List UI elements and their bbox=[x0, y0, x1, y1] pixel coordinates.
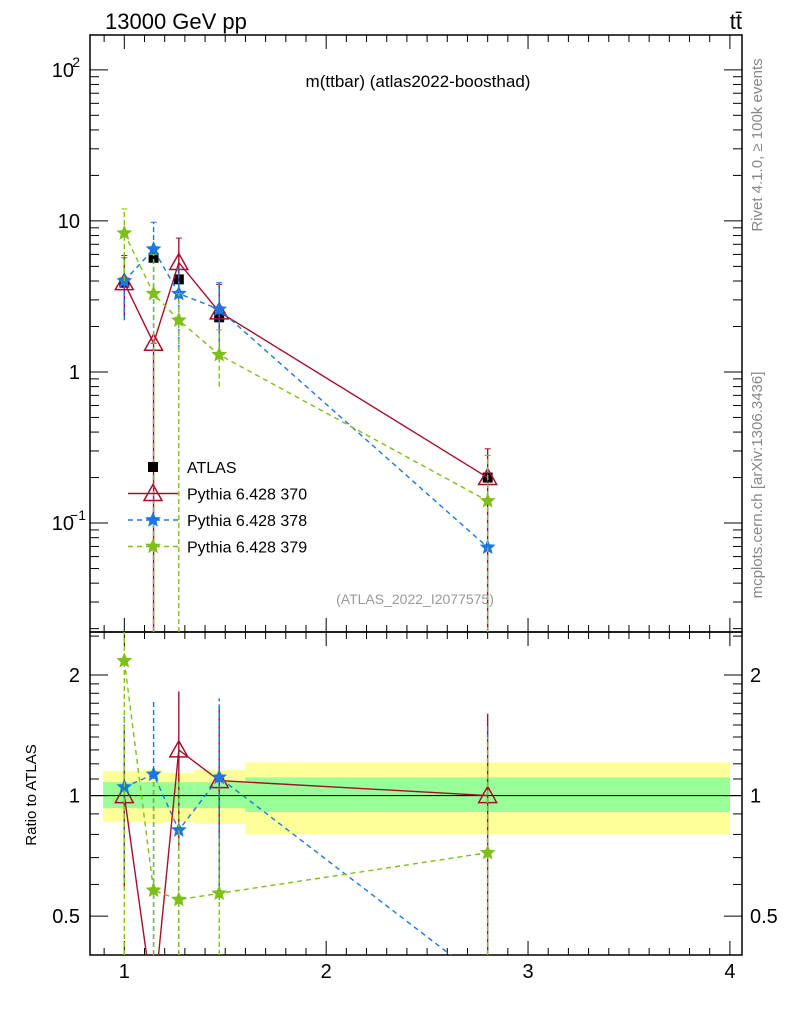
x-tick-label: 4 bbox=[724, 961, 735, 983]
ratio-y-tick-label: 1 bbox=[69, 786, 80, 808]
y-tick-label: 10 bbox=[52, 60, 74, 82]
legend-label: ATLAS bbox=[187, 460, 237, 477]
y-tick-label-exponent: 2 bbox=[72, 54, 80, 70]
energy-label: 13000 GeV pp bbox=[105, 9, 247, 34]
series-2-point bbox=[170, 285, 187, 301]
series-1-point bbox=[208, 301, 230, 320]
legend-label: Pythia 6.428 370 bbox=[187, 487, 307, 504]
process-label: tt̄ bbox=[730, 9, 742, 34]
ratio-ylabel: Ratio to ATLAS bbox=[23, 744, 40, 845]
x-tick-label: 1 bbox=[119, 961, 130, 983]
ratio-series-2-point bbox=[170, 891, 187, 907]
series-3-point bbox=[211, 346, 228, 362]
legend-label: Pythia 6.428 379 bbox=[187, 540, 307, 557]
ratio-series-0-point bbox=[168, 739, 190, 758]
legend-label: Pythia 6.428 378 bbox=[187, 513, 307, 530]
ratio-y-tick-label: 1 bbox=[750, 786, 761, 808]
series-3-point bbox=[479, 492, 496, 508]
series-3-point bbox=[116, 224, 133, 240]
rivet-label: Rivet 4.1.0, ≥ 100k events bbox=[749, 58, 766, 231]
chart-title: m(ttbar) (atlas2022-boosthad) bbox=[306, 72, 531, 91]
x-tick-label: 3 bbox=[522, 961, 533, 983]
series-1-point bbox=[114, 272, 135, 291]
ratio-y-tick-label: 2 bbox=[69, 665, 80, 687]
ratio-y-tick-label: 0.5 bbox=[52, 906, 80, 928]
ratio-series-2-line bbox=[123, 660, 488, 901]
analysis-label: (ATLAS_2022_I2077575) bbox=[336, 591, 494, 607]
ratio-series-1-point bbox=[145, 766, 162, 782]
series-0-point bbox=[148, 252, 159, 263]
y-tick-label: 10 bbox=[52, 513, 74, 535]
y-tick-label: 10 bbox=[58, 211, 80, 233]
ratio-series-1-point bbox=[211, 769, 228, 785]
mcplots-label: mcplots.cern.ch [arXiv:1306.3436] bbox=[749, 372, 766, 599]
ratio-series-2-point bbox=[145, 881, 162, 898]
ratio-series-2-point bbox=[211, 885, 228, 901]
legend-marker bbox=[148, 462, 158, 472]
y-tick-label: 1 bbox=[69, 362, 80, 384]
series-2-point bbox=[211, 301, 228, 316]
x-tick-label: 2 bbox=[321, 961, 332, 983]
ratio-series-2-point bbox=[116, 652, 133, 668]
ratio-frame bbox=[89, 631, 743, 956]
series-3-point bbox=[170, 311, 187, 327]
legend-marker bbox=[142, 482, 164, 502]
ratio-y-tick-label: 2 bbox=[750, 665, 761, 687]
legend-marker bbox=[145, 511, 161, 527]
ratio-y-tick-label: 0.5 bbox=[750, 906, 778, 928]
series-3-point bbox=[145, 285, 162, 301]
series-2-point bbox=[145, 240, 162, 256]
y-tick-label-exponent: −1 bbox=[70, 507, 86, 523]
legend-marker bbox=[145, 538, 161, 554]
ratio-series-2-point bbox=[479, 844, 496, 860]
